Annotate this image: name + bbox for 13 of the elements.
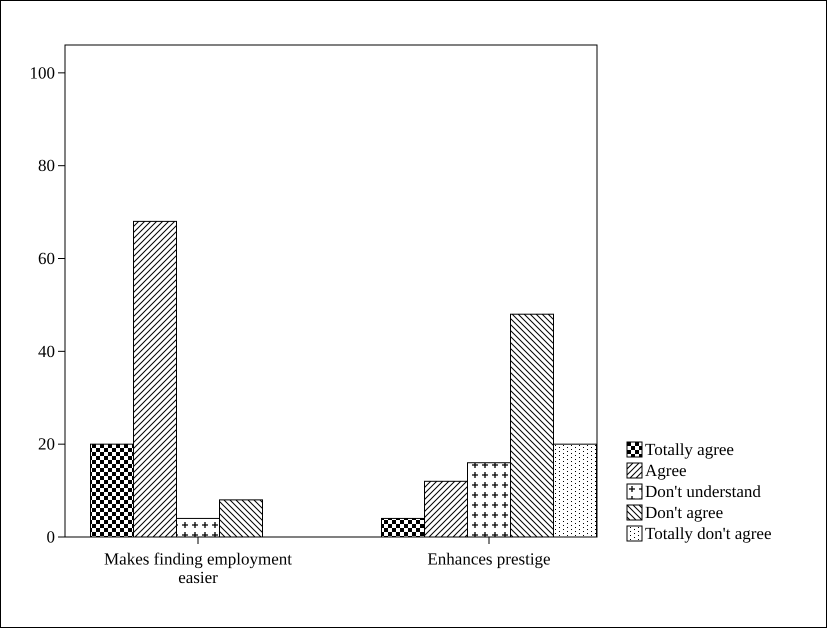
legend-label: Agree: [645, 461, 687, 480]
y-tick-label: 40: [38, 342, 55, 361]
y-tick-label: 20: [38, 434, 55, 454]
y-tick-label: 60: [38, 248, 55, 268]
y-tick-label: 0: [46, 527, 55, 546]
x-tick-label: Makes finding employment easier: [104, 549, 292, 587]
y-tick-label: 100: [30, 63, 55, 82]
y-tick-label: 80: [38, 156, 55, 176]
legend-label: Totally don't agree: [645, 524, 772, 543]
legend-label: Totally agree: [645, 440, 734, 459]
legend-label: Don't agree: [645, 503, 724, 522]
legend-label: Don't understand: [645, 482, 762, 501]
x-tick-label: Enhances prestige: [427, 549, 551, 568]
